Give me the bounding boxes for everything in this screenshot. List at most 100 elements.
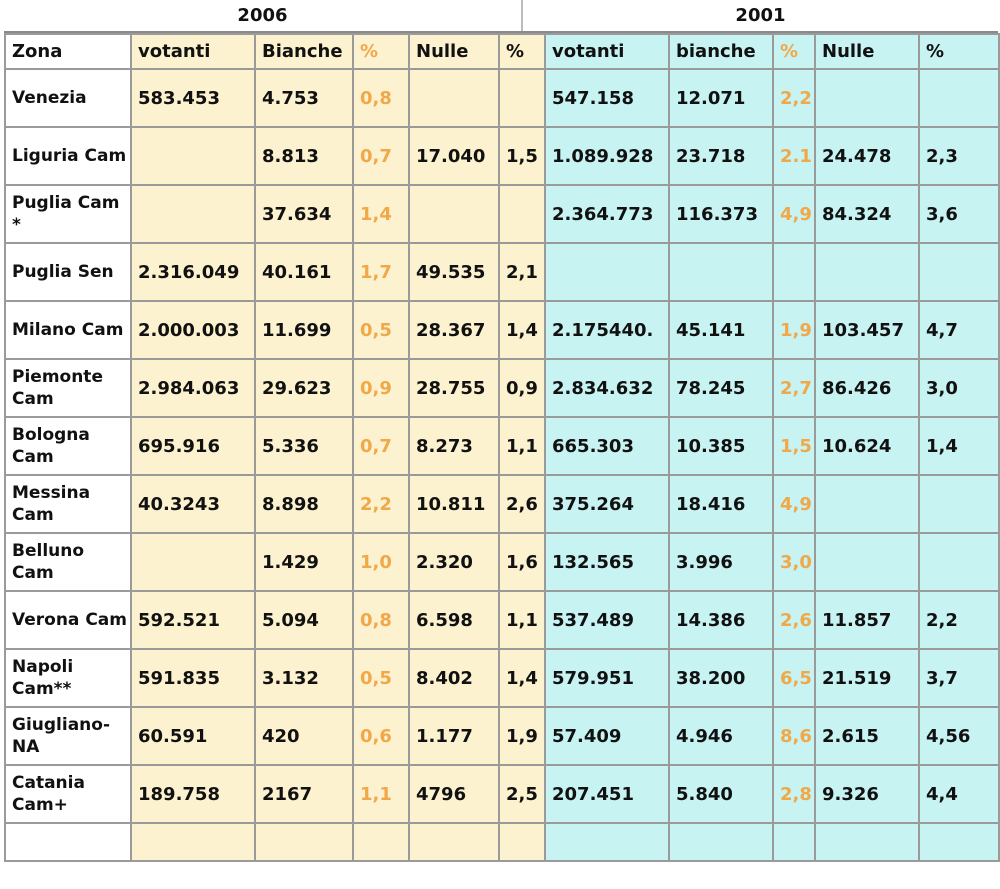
table-cell: 28.367 <box>408 300 500 360</box>
table-cell <box>772 242 816 302</box>
table-cell: 60.591 <box>130 706 256 766</box>
table-cell: 18.416 <box>668 474 774 534</box>
table-cell: 1,7 <box>352 242 410 302</box>
table-cell: 28.755 <box>408 358 500 418</box>
zona-cell: Messina Cam <box>4 474 132 534</box>
zona-cell: Belluno Cam <box>4 532 132 592</box>
table-row: Venezia 583.453 4.753 0,8 547.158 12.071 2,2 <box>4 68 1000 128</box>
table-cell: 11.857 <box>814 590 920 650</box>
table-cell: 2,8 <box>772 764 816 824</box>
table-row: Bologna Cam 695.916 5.336 0,7 8.273 1,1 665.30… <box>4 416 1000 476</box>
table-row: Verona Cam 592.521 5.094 0,8 6.598 1,1 537.489… <box>4 590 1000 650</box>
table-cell: 8.273 <box>408 416 500 476</box>
table-cell <box>498 68 546 128</box>
zona-cell: Catania Cam+ <box>4 764 132 824</box>
zona-cell: Milano Cam <box>4 300 132 360</box>
table-row: Catania Cam+ 189.758 2167 1,1 4796 2,5 207.451… <box>4 764 1000 824</box>
table-cell: 0,6 <box>352 706 410 766</box>
table-cell <box>918 68 1000 128</box>
table-cell <box>130 822 256 862</box>
table-row: Puglia Cam * 37.634 1,4 2.364.773 116.373 4,9… <box>4 184 1000 244</box>
table-cell: 17.040 <box>408 126 500 186</box>
table-cell: 2,2 <box>352 474 410 534</box>
table-cell: 4,4 <box>918 764 1000 824</box>
table-cell <box>772 822 816 862</box>
table-cell: 132.565 <box>544 532 670 592</box>
zona-cell: Piemonte Cam <box>4 358 132 418</box>
table-cell: 0,5 <box>352 648 410 708</box>
column-header: % <box>498 33 546 70</box>
table-cell: 8.813 <box>254 126 354 186</box>
table-cell: 38.200 <box>668 648 774 708</box>
table-row <box>4 822 1000 862</box>
table-cell: 1,5 <box>772 416 816 476</box>
column-header: % <box>772 33 816 70</box>
table-cell: 12.071 <box>668 68 774 128</box>
table-cell: 1,1 <box>352 764 410 824</box>
zona-cell: Napoli Cam** <box>4 648 132 708</box>
table-row: Milano Cam 2.000.003 11.699 0,5 28.367 1,4 2.1… <box>4 300 1000 360</box>
table-cell: 37.634 <box>254 184 354 244</box>
table-cell: 1,4 <box>918 416 1000 476</box>
table-cell <box>814 822 920 862</box>
table-cell <box>814 242 920 302</box>
table-cell: 0,5 <box>352 300 410 360</box>
table-cell: 6.598 <box>408 590 500 650</box>
table-cell: 2.320 <box>408 532 500 592</box>
table-cell: 4.946 <box>668 706 774 766</box>
table-cell: 1,0 <box>352 532 410 592</box>
table-row: Belluno Cam 1.429 1,0 2.320 1,6 132.565 3.996 3… <box>4 532 1000 592</box>
table-cell: 86.426 <box>814 358 920 418</box>
table-row: Piemonte Cam 2.984.063 29.623 0,9 28.755 0,9 2… <box>4 358 1000 418</box>
year-header-row: 2006 2001 <box>4 0 998 33</box>
column-header: Bianche <box>254 33 354 70</box>
table-cell: 0,7 <box>352 416 410 476</box>
table-cell: 591.835 <box>130 648 256 708</box>
zona-cell <box>4 822 132 862</box>
table-cell <box>814 532 920 592</box>
table-cell: 10.385 <box>668 416 774 476</box>
table-cell: 10.811 <box>408 474 500 534</box>
table-cell <box>130 184 256 244</box>
column-header: votanti <box>544 33 670 70</box>
year-2001-label: 2001 <box>520 0 998 31</box>
table-cell: 2,2 <box>772 68 816 128</box>
table-cell <box>918 532 1000 592</box>
table-cell <box>130 532 256 592</box>
table-cell <box>918 474 1000 534</box>
table-row: Napoli Cam** 591.835 3.132 0,5 8.402 1,4 579.9… <box>4 648 1000 708</box>
table-cell <box>668 822 774 862</box>
year-2006-label: 2006 <box>237 5 288 26</box>
table-cell: 1,9 <box>772 300 816 360</box>
table-cell <box>918 242 1000 302</box>
zona-cell: Verona Cam <box>4 590 132 650</box>
table-cell: 8.898 <box>254 474 354 534</box>
table-cell: 8,6 <box>772 706 816 766</box>
table-cell: 0,8 <box>352 68 410 128</box>
table-cell: 2167 <box>254 764 354 824</box>
column-header: Zona <box>4 33 132 70</box>
table-cell: 3,0 <box>772 532 816 592</box>
table-cell: 3.132 <box>254 648 354 708</box>
table-cell: 0,9 <box>352 358 410 418</box>
table-cell: 1,9 <box>498 706 546 766</box>
table-cell <box>814 474 920 534</box>
table-row: Giugliano-NA 60.591 420 0,6 1.177 1,9 57.409 4.… <box>4 706 1000 766</box>
table-cell: 2.316.049 <box>130 242 256 302</box>
table-cell: 2.1 <box>772 126 816 186</box>
table-cell: 21.519 <box>814 648 920 708</box>
table-cell: 2,5 <box>498 764 546 824</box>
table-cell: 6,5 <box>772 648 816 708</box>
table-cell: 579.951 <box>544 648 670 708</box>
table-cell: 547.158 <box>544 68 670 128</box>
column-header: bianche <box>668 33 774 70</box>
table-cell: 5.840 <box>668 764 774 824</box>
zona-cell: Venezia <box>4 68 132 128</box>
table-cell: 2,6 <box>498 474 546 534</box>
table-cell: 420 <box>254 706 354 766</box>
table-cell: 1,4 <box>498 300 546 360</box>
table-cell: 1.177 <box>408 706 500 766</box>
table-cell: 2,1 <box>498 242 546 302</box>
column-header: votanti <box>130 33 256 70</box>
table-row: Liguria Cam 8.813 0,7 17.040 1,5 1.089.928 23.… <box>4 126 1000 186</box>
